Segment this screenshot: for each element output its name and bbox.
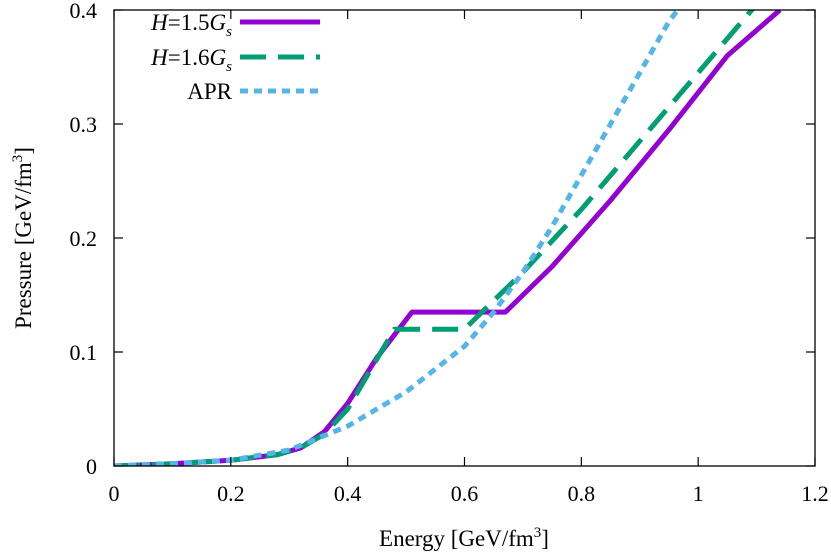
x-tick-label: 0	[109, 481, 120, 506]
legend-label-part: H	[150, 10, 169, 35]
y-tick-label: 0	[86, 454, 97, 479]
y-tick-label: 0.2	[70, 226, 98, 251]
y-axis-label-close: ]	[11, 147, 36, 155]
series-layer	[114, 10, 782, 466]
legend-label-part: APR	[187, 79, 232, 104]
series-line-apr	[114, 10, 681, 466]
x-axis-label-sup: 3	[534, 525, 542, 541]
legend-label-part: H	[150, 45, 169, 70]
x-tick-label: 0.8	[568, 481, 596, 506]
y-axis-label-main: Pressure [GeV/fm	[11, 162, 36, 329]
x-tick-label: 1.2	[801, 481, 829, 506]
legend-label: H=1.5Gs	[150, 10, 232, 40]
x-tick-label: 0.2	[217, 481, 245, 506]
x-tick-labels: 0 0.2 0.4 0.6 0.8 1 1.2	[109, 481, 829, 506]
legend-label-part: s	[226, 59, 232, 75]
x-axis-label-close: ]	[541, 526, 549, 551]
y-axis-label-sup: 3	[10, 155, 26, 163]
x-tick-label: 0.6	[451, 481, 479, 506]
legend-item: H=1.5Gs	[150, 10, 320, 40]
legend-item: H=1.6Gs	[150, 45, 320, 75]
legend-label-part: s	[226, 24, 232, 40]
y-tick-labels: 0 0.1 0.2 0.3 0.4	[70, 0, 98, 479]
legend-item: APR	[187, 79, 320, 104]
legend-label-part: G	[210, 10, 227, 35]
x-tick-label: 0.4	[334, 481, 362, 506]
x-axis-label: Energy [GeV/fm3]	[379, 525, 549, 551]
y-tick-label: 0.3	[70, 112, 98, 137]
x-tick-label: 1	[693, 481, 704, 506]
legend-label-part: =1.5	[168, 10, 210, 35]
plot-frame	[113, 9, 816, 467]
legend-label-part: G	[210, 45, 227, 70]
legend-label: APR	[187, 79, 232, 104]
legend-label-part: =1.6	[168, 45, 210, 70]
y-tick-label: 0.1	[70, 340, 98, 365]
y-axis-label: Pressure [GeV/fm3]	[10, 147, 36, 329]
y-tick-label: 0.4	[70, 0, 98, 23]
x-axis-label-main: Energy [GeV/fm	[379, 526, 534, 551]
legend-label: H=1.6Gs	[150, 45, 232, 75]
